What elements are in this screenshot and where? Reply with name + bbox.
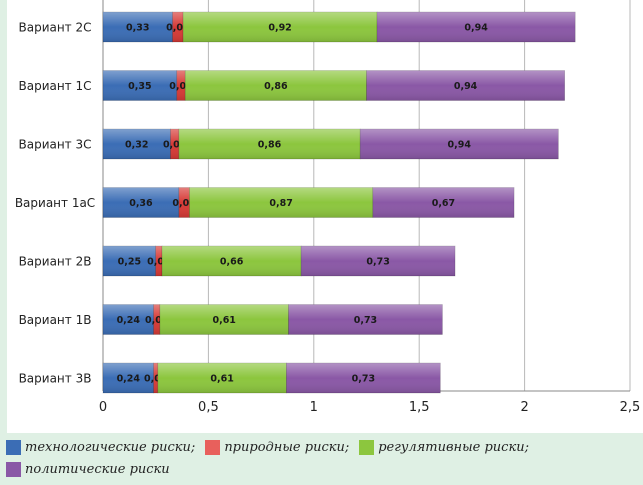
bar-gloss-s3-c1	[366, 70, 565, 101]
data-label-s0-c5: 0,24	[117, 315, 141, 326]
data-label-s3-c1: 0,94	[454, 81, 478, 92]
data-label-s3-c3: 0,67	[432, 198, 455, 209]
data-label-s2-c6: 0,61	[210, 374, 233, 385]
legend-label-political: политические риски	[25, 461, 170, 477]
bar-gloss-s0-c6	[103, 363, 154, 393]
bar-gloss-s2-c4	[162, 246, 302, 276]
bar-gloss-s1-c6	[153, 363, 158, 393]
data-label-s2-c3: 0,87	[269, 198, 292, 209]
category-label: Вариант 1В	[19, 313, 92, 327]
data-label-s2-c4: 0,66	[220, 257, 244, 268]
bar-gloss-s3-c3	[372, 187, 515, 218]
legend-label-tech: технологические риски;	[25, 439, 196, 455]
category-label: Вариант 1аС	[15, 196, 95, 210]
data-label-s0-c4: 0,25	[118, 257, 141, 268]
data-label-s1-c3: 0,05	[172, 198, 195, 209]
x-tick-label: 2	[520, 400, 528, 415]
legend-item-natural: природные риски;	[205, 439, 350, 455]
bar-gloss-s1-c2	[170, 129, 179, 159]
legend-swatch-natural	[205, 439, 221, 455]
data-label-s0-c1: 0,35	[128, 81, 151, 92]
bar-gloss-s2-c6	[157, 363, 287, 393]
bar-gloss-s1-c5	[153, 304, 160, 335]
legend: технологические риски; природные риски; …	[6, 436, 636, 480]
x-tick-label: 2,5	[620, 400, 641, 415]
data-label-s3-c4: 0,73	[366, 257, 389, 268]
category-label: Вариант 1С	[18, 79, 91, 93]
data-label-s2-c5: 0,61	[212, 315, 235, 326]
bar-gloss-s0-c1	[103, 70, 177, 101]
bar-gloss-s0-c3	[103, 187, 179, 218]
bar-gloss-s0-c0	[103, 12, 173, 42]
legend-item-tech: технологические риски;	[6, 439, 196, 455]
legend-swatch-regulatory	[359, 439, 375, 455]
legend-row-1: технологические риски; природные риски; …	[6, 436, 636, 458]
bar-gloss-s2-c2	[178, 129, 361, 159]
bar-gloss-s3-c0	[377, 12, 576, 42]
data-label-s2-c1: 0,86	[264, 81, 288, 92]
bar-gloss-s1-c4	[155, 246, 163, 276]
data-label-s3-c6: 0,73	[352, 374, 375, 385]
data-label-s2-c2: 0,86	[258, 140, 282, 151]
data-label-s0-c0: 0,33	[126, 23, 149, 34]
bar-gloss-s2-c0	[183, 12, 378, 42]
legend-item-political: политические риски	[6, 461, 170, 477]
bar-gloss-s0-c4	[103, 246, 156, 276]
x-tick-label: 1	[310, 400, 318, 415]
chart-area: Вариант 2С Вариант 1С Вариант 3С Вариант 1а…	[7, 0, 643, 433]
data-label-s3-c5: 0,73	[354, 315, 377, 326]
category-label: Вариант 2С	[18, 21, 91, 35]
x-tick-label: 1,5	[409, 400, 430, 415]
data-label-s1-c0: 0,05	[166, 23, 189, 34]
category-label: Вариант 3В	[19, 372, 92, 386]
data-label-s2-c0: 0,92	[268, 23, 291, 34]
data-label-s1-c5: 0,03	[145, 315, 168, 326]
bar-gloss-s2-c1	[185, 70, 367, 101]
legend-row-2: политические риски	[6, 458, 636, 480]
data-label-s1-c1: 0,04	[169, 81, 193, 92]
data-label-s3-c2: 0,94	[448, 140, 472, 151]
bar-gloss-s3-c2	[360, 129, 559, 159]
bar-gloss-s3-c5	[288, 304, 443, 335]
data-label-s1-c4: 0,03	[147, 257, 170, 268]
stacked-bar-chart: Вариант 2С Вариант 1С Вариант 3С Вариант 1а…	[15, 0, 641, 415]
category-label: Вариант 2В	[19, 255, 92, 269]
x-tick-label: 0,5	[198, 400, 219, 415]
legend-label-regulatory: регулятивные риски;	[378, 439, 529, 455]
bar-gloss-s2-c5	[159, 304, 289, 335]
legend-swatch-political	[6, 461, 21, 477]
bar-gloss-s0-c5	[103, 304, 154, 335]
data-label-s0-c2: 0,32	[125, 140, 148, 151]
bar-gloss-s3-c6	[286, 363, 441, 393]
data-label-s1-c6: 0,02	[144, 374, 167, 385]
data-label-s3-c0: 0,94	[464, 23, 488, 34]
category-label: Вариант 3С	[18, 138, 91, 152]
data-label-s0-c6: 0,24	[117, 374, 141, 385]
legend-label-natural: природные риски;	[224, 439, 350, 455]
legend-item-regulatory: регулятивные риски;	[359, 439, 529, 455]
data-label-s0-c3: 0,36	[129, 198, 153, 209]
bar-gloss-s1-c1	[176, 70, 186, 101]
bar-gloss-s3-c4	[301, 246, 456, 276]
bar-gloss-s2-c3	[189, 187, 373, 218]
bar-gloss-s0-c2	[103, 129, 171, 159]
x-tick-label: 0	[99, 400, 107, 415]
bar-gloss-s1-c3	[178, 187, 190, 218]
data-label-s1-c2: 0,04	[163, 140, 187, 151]
legend-swatch-tech	[6, 439, 21, 455]
bar-gloss-s1-c0	[172, 12, 184, 42]
